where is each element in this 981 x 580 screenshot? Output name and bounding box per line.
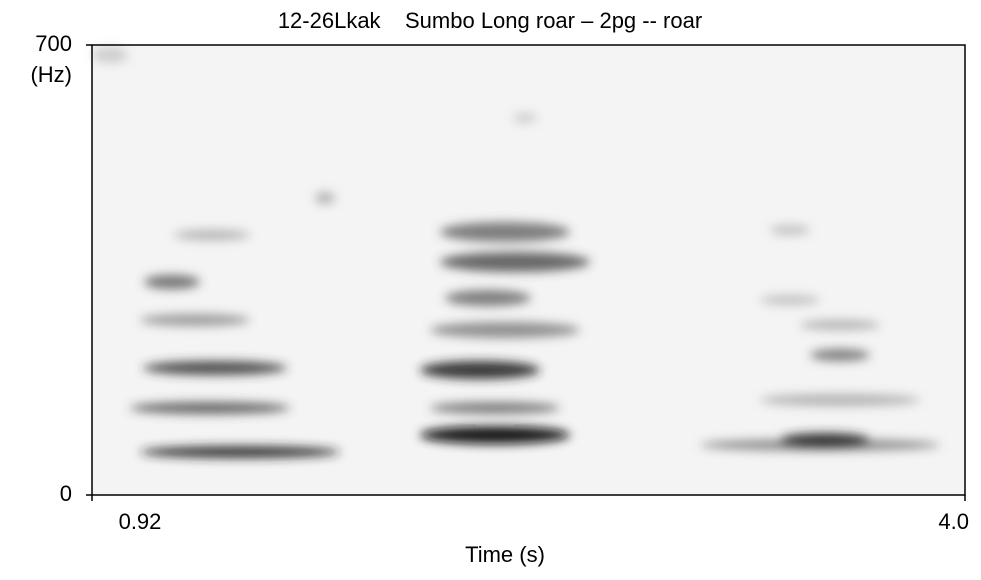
x-tick-label: 4.0 <box>938 509 969 534</box>
x-axis-label: Time (s) <box>465 542 545 567</box>
y-axis-label: (Hz) <box>30 62 72 87</box>
spectrogram-image <box>92 47 940 458</box>
plot-frame <box>91 44 966 496</box>
y-tick-label: 0 <box>60 481 72 506</box>
y-tick-label: 700 <box>35 31 72 56</box>
x-tick-label: 0.92 <box>119 509 162 534</box>
chart-title: 12-26Lkak Sumbo Long roar – 2pg -- roar <box>278 8 702 33</box>
